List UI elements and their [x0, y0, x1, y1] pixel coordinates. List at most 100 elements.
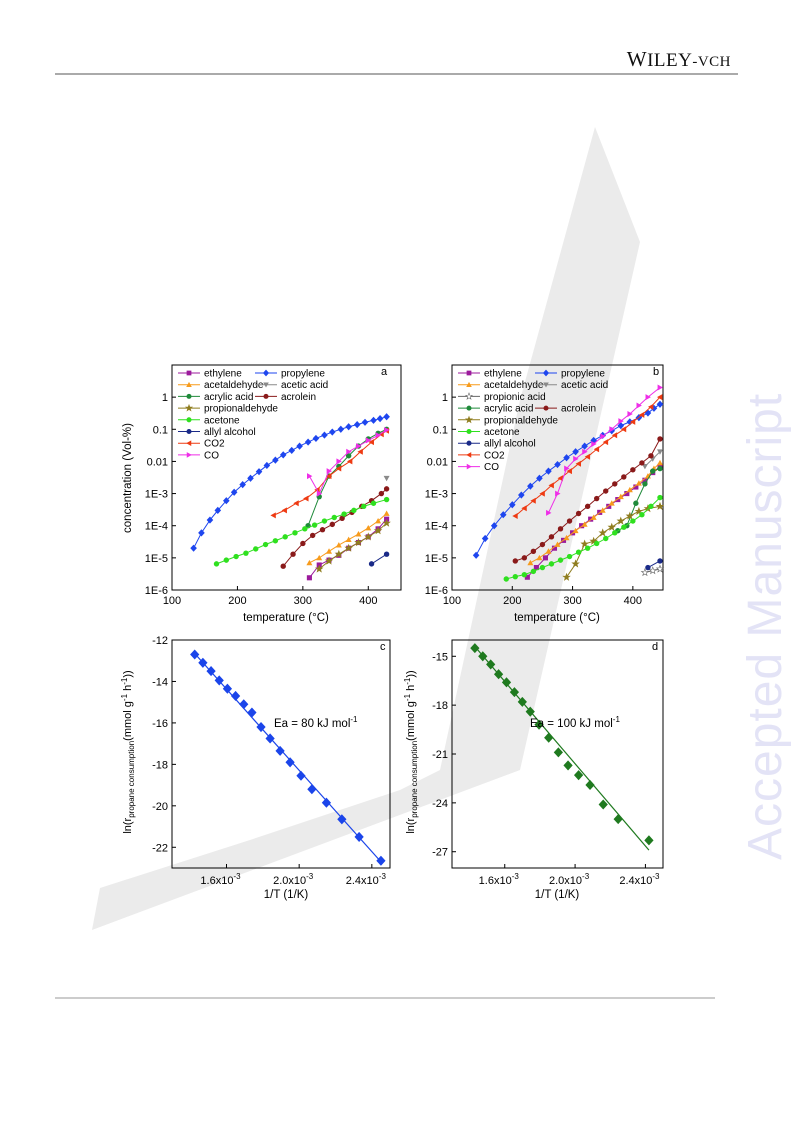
data-point-co: [618, 418, 624, 425]
x-tick-label: 400: [624, 595, 642, 607]
data-point-ethylene: [524, 574, 530, 580]
data-point-propylene: [481, 534, 489, 543]
legend-label-acrylic-acid: acrylic acid: [484, 404, 533, 415]
legend-label-acrolein: acrolein: [281, 392, 316, 403]
activation-energy-label: Ea = 80 kJ mol-1: [274, 715, 358, 730]
x-axis-label: temperature (°C): [243, 612, 329, 624]
data-point: [337, 814, 347, 825]
data-point-propionaldehyde: [616, 516, 626, 525]
data-point-acetaldehyde: [335, 542, 342, 548]
data-point-acrolein: [280, 563, 286, 569]
data-point-co: [326, 468, 333, 475]
legend-label-acetic-acid: acetic acid: [561, 380, 608, 391]
x-axis-label: 1/T (1/K): [264, 889, 309, 901]
legend-marker: [263, 393, 269, 399]
data-point-acrolein: [621, 474, 627, 480]
data-point-co2: [368, 439, 374, 446]
data-point-propylene: [383, 413, 390, 421]
legend-label-co2: CO2: [204, 439, 225, 450]
legend-marker: [543, 382, 549, 388]
y-tick-label: -27: [432, 847, 448, 859]
data-point-co: [365, 437, 372, 444]
fit-line: [474, 646, 650, 851]
data-point-acetone: [383, 496, 390, 503]
data-point-co: [573, 455, 579, 462]
data-point-acetone: [512, 573, 518, 580]
data-point-acrolein: [300, 540, 306, 547]
data-point-acrolein: [566, 518, 573, 524]
data-point-acetic-acid: [383, 475, 390, 482]
data-point-propylene: [650, 404, 658, 412]
y-tick-label: -18: [432, 700, 448, 712]
data-point-propylene: [288, 446, 296, 455]
data-point-acrolein: [539, 541, 546, 548]
y-tick-label: 1E-3: [425, 489, 448, 501]
data-point-ethylene: [606, 503, 612, 509]
data-point-co2: [293, 500, 299, 507]
legend-label-co: CO: [484, 462, 499, 473]
legend-label-acrylic-acid: acrylic acid: [204, 392, 253, 403]
data-point-acetone: [341, 511, 347, 517]
x-tick-label: 2.0x10-3: [273, 872, 314, 887]
data-point-propylene: [472, 551, 480, 559]
data-point-acrolein: [612, 481, 618, 487]
data-point-acetone: [575, 549, 582, 555]
data-point-propylene: [376, 415, 384, 423]
panel-b: 100 200 300 400 1E-6 1E-5 1E-4 1E-3 0.01 0.1 1 eth…: [425, 364, 665, 624]
data-point-propionaldehyde: [580, 539, 589, 548]
data-point-acetaldehyde: [375, 518, 382, 524]
data-point-co2: [346, 458, 353, 465]
data-point-propionaldehyde: [364, 532, 373, 541]
data-point-propionic-acid: [655, 564, 665, 573]
data-point-acetone: [213, 561, 220, 567]
data-point-acrolein: [309, 532, 316, 539]
data-point-co2: [584, 453, 591, 460]
data-point-propionaldehyde: [314, 564, 324, 573]
plot-frame: [451, 364, 664, 591]
data-point-acetone: [292, 530, 298, 536]
data-point-co2: [521, 505, 527, 512]
plot-frame: [171, 364, 402, 591]
data-point-co2: [602, 439, 609, 446]
data-point-acrylic-acid: [650, 468, 656, 474]
legend-label-ethylene: ethylene: [484, 369, 522, 380]
data-point-propylene: [198, 529, 205, 537]
y-tick-label: -15: [432, 651, 448, 663]
y-tick-label: 1E-5: [145, 553, 168, 565]
legend-marker: [466, 428, 472, 435]
x-tick-exponent: -3: [306, 872, 314, 881]
y-tick-label: 0.1: [153, 424, 168, 436]
legend-label-propionaldehyde: propionaldehyde: [484, 415, 558, 426]
series-line-co2: [273, 430, 387, 516]
y-tick-label: 1E-6: [145, 585, 168, 597]
data-point: [478, 651, 488, 662]
data-point-acetone: [621, 524, 627, 530]
y-tick-label: -20: [152, 801, 168, 813]
legend-label-propylene: propylene: [281, 369, 325, 380]
legend-label-acetaldehyde: acetaldehyde: [484, 380, 544, 391]
y-tick-label: 1E-3: [145, 489, 168, 501]
data-point-propylene: [508, 501, 516, 509]
x-tick-exponent: -3: [652, 872, 660, 881]
data-point-ethylene: [633, 484, 639, 490]
x-axis-label: 1/T (1/K): [535, 889, 580, 901]
data-point: [285, 757, 295, 768]
legend-label-propylene: propylene: [561, 369, 605, 380]
legend-label-propionic-acid: propionic acid: [484, 392, 546, 403]
header-rule: [55, 73, 738, 75]
data-point-acetone: [539, 564, 546, 571]
data-point-propylene: [370, 416, 377, 424]
data-point-propionaldehyde: [598, 528, 607, 537]
data-point: [544, 732, 554, 743]
data-point-acetone: [566, 553, 573, 560]
data-point-acrolein: [548, 534, 555, 540]
legend-label-co2: CO2: [484, 450, 505, 461]
data-point-propionaldehyde: [625, 511, 635, 520]
data-point-acrolein: [319, 527, 326, 533]
data-point-propylene: [345, 423, 352, 431]
data-point-acetone: [351, 507, 357, 514]
data-point-acetaldehyde: [599, 507, 606, 513]
data-point-co: [609, 426, 615, 433]
data-point-propylene: [617, 422, 625, 430]
